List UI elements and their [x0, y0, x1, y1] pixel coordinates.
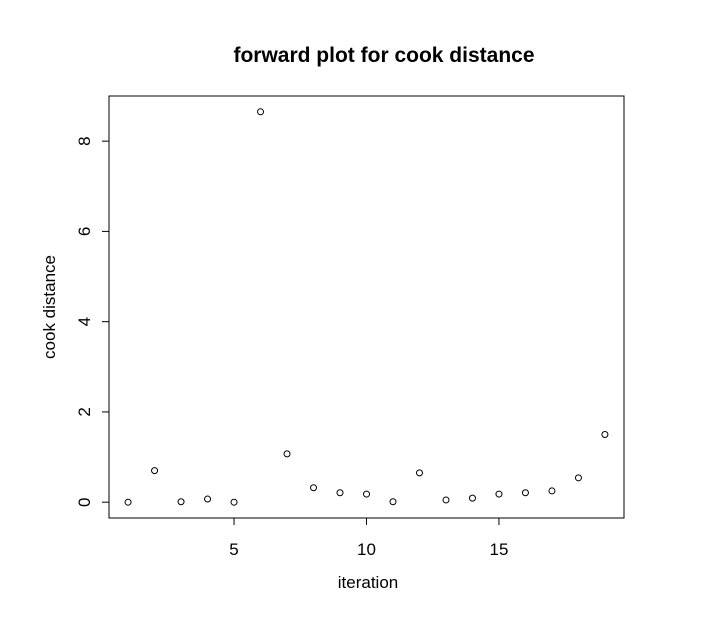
data-point	[257, 108, 265, 116]
x-axis: 5 10 15	[229, 517, 508, 559]
data-point	[442, 496, 450, 504]
x-tick-label: 15	[489, 540, 508, 559]
x-axis-label: iteration	[338, 573, 398, 592]
y-axis-label: cook distance	[40, 255, 59, 359]
data-point	[151, 467, 159, 475]
x-tick-label: 10	[357, 540, 376, 559]
y-tick-label: 8	[75, 136, 94, 145]
data-point	[363, 490, 370, 498]
y-axis: 0 2 4 6 8	[75, 136, 110, 507]
data-point	[389, 498, 397, 506]
data-point	[310, 484, 318, 492]
chart-title: forward plot for cook distance	[233, 44, 534, 67]
data-point	[574, 474, 582, 482]
y-tick-label: 0	[75, 497, 94, 506]
data-point	[548, 487, 556, 495]
plot-frame	[108, 95, 625, 519]
data-point	[468, 494, 476, 502]
x-tick-label: 5	[229, 540, 238, 559]
data-point	[124, 498, 132, 506]
y-tick-label: 6	[75, 227, 94, 236]
data-point	[601, 431, 609, 439]
data-point	[177, 498, 185, 506]
data-point	[521, 489, 529, 497]
data-point	[204, 495, 212, 503]
data-points	[124, 108, 609, 506]
data-point	[336, 489, 344, 497]
data-point	[415, 469, 423, 477]
y-tick-label: 4	[75, 317, 94, 326]
data-point	[230, 498, 238, 506]
data-point	[283, 450, 291, 458]
y-tick-label: 2	[75, 407, 94, 416]
data-point	[495, 490, 503, 498]
